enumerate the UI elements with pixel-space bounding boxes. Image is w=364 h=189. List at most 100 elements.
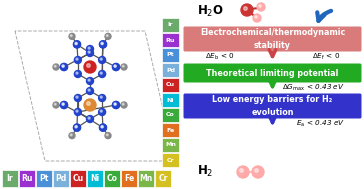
Text: H$_2$: H$_2$: [197, 163, 213, 179]
Circle shape: [74, 57, 82, 64]
Text: Cu: Cu: [72, 174, 84, 183]
Circle shape: [87, 64, 90, 67]
Circle shape: [100, 72, 102, 74]
FancyBboxPatch shape: [138, 170, 154, 187]
Circle shape: [257, 3, 265, 11]
Circle shape: [114, 65, 116, 67]
FancyBboxPatch shape: [183, 26, 361, 51]
Circle shape: [99, 41, 107, 48]
Circle shape: [76, 58, 78, 60]
Circle shape: [112, 64, 119, 70]
Circle shape: [105, 33, 111, 39]
Text: Fe: Fe: [166, 128, 175, 132]
Circle shape: [70, 134, 72, 136]
Text: Ru: Ru: [21, 174, 33, 183]
FancyBboxPatch shape: [162, 48, 179, 62]
Circle shape: [101, 43, 103, 45]
Circle shape: [53, 102, 59, 108]
Circle shape: [101, 43, 103, 45]
Text: Ir: Ir: [7, 174, 13, 183]
Circle shape: [114, 65, 116, 67]
Circle shape: [122, 103, 124, 105]
Circle shape: [62, 103, 64, 105]
FancyBboxPatch shape: [162, 78, 179, 92]
FancyBboxPatch shape: [87, 170, 103, 187]
Text: Pd: Pd: [55, 174, 67, 183]
Circle shape: [99, 124, 107, 131]
FancyBboxPatch shape: [155, 170, 171, 187]
Circle shape: [74, 124, 80, 131]
Circle shape: [53, 64, 59, 70]
Circle shape: [100, 110, 102, 112]
Circle shape: [100, 58, 102, 60]
Circle shape: [76, 110, 78, 112]
FancyBboxPatch shape: [162, 63, 179, 77]
Circle shape: [99, 94, 106, 101]
Circle shape: [74, 41, 80, 48]
Circle shape: [112, 101, 119, 108]
Circle shape: [253, 14, 261, 22]
Text: $\Delta G_{\rm max}$ < 0.43 eV: $\Delta G_{\rm max}$ < 0.43 eV: [282, 83, 345, 93]
Text: $\Delta E_{\rm f}$ < 0: $\Delta E_{\rm f}$ < 0: [312, 52, 340, 62]
Circle shape: [74, 108, 82, 115]
Circle shape: [112, 64, 119, 70]
FancyBboxPatch shape: [36, 170, 52, 187]
Text: $\Delta E_{\rm b}$ < 0: $\Delta E_{\rm b}$ < 0: [205, 52, 235, 62]
Circle shape: [60, 101, 67, 108]
FancyBboxPatch shape: [70, 170, 86, 187]
Text: Pt: Pt: [167, 53, 174, 57]
Circle shape: [240, 169, 243, 172]
Circle shape: [75, 126, 77, 128]
Circle shape: [84, 99, 96, 111]
Circle shape: [60, 64, 67, 70]
FancyBboxPatch shape: [183, 64, 361, 83]
Circle shape: [54, 65, 56, 67]
FancyBboxPatch shape: [53, 170, 69, 187]
FancyBboxPatch shape: [2, 170, 18, 187]
FancyArrowPatch shape: [269, 80, 276, 86]
Circle shape: [106, 134, 108, 136]
Circle shape: [255, 169, 258, 172]
FancyBboxPatch shape: [162, 153, 179, 167]
Circle shape: [121, 64, 127, 70]
Circle shape: [62, 103, 64, 105]
Circle shape: [87, 77, 94, 84]
Circle shape: [114, 103, 116, 105]
FancyBboxPatch shape: [162, 138, 179, 152]
Circle shape: [88, 117, 90, 119]
Circle shape: [87, 46, 94, 53]
FancyBboxPatch shape: [162, 123, 179, 137]
Circle shape: [75, 126, 77, 128]
Text: H$_2$O: H$_2$O: [197, 3, 224, 19]
Circle shape: [70, 35, 72, 36]
Circle shape: [244, 7, 247, 10]
Circle shape: [101, 126, 103, 128]
Circle shape: [87, 102, 90, 105]
Circle shape: [87, 88, 94, 94]
Text: Pt: Pt: [39, 174, 49, 183]
FancyBboxPatch shape: [121, 170, 137, 187]
Circle shape: [121, 102, 127, 108]
Circle shape: [241, 4, 253, 16]
FancyBboxPatch shape: [162, 33, 179, 47]
Circle shape: [105, 133, 111, 139]
FancyBboxPatch shape: [162, 108, 179, 122]
Circle shape: [60, 64, 67, 70]
Circle shape: [84, 61, 96, 73]
Text: Cr: Cr: [167, 157, 174, 163]
Text: Ni: Ni: [90, 174, 100, 183]
Circle shape: [69, 33, 75, 39]
FancyBboxPatch shape: [19, 170, 35, 187]
Text: Mn: Mn: [165, 143, 176, 147]
Circle shape: [74, 70, 82, 77]
Circle shape: [106, 35, 108, 36]
Text: Fe: Fe: [124, 174, 134, 183]
FancyBboxPatch shape: [162, 18, 179, 32]
Circle shape: [114, 103, 116, 105]
FancyBboxPatch shape: [162, 93, 179, 107]
Circle shape: [87, 115, 94, 122]
Circle shape: [88, 47, 90, 49]
Circle shape: [74, 41, 80, 48]
Circle shape: [122, 65, 124, 67]
Text: $E_{\rm a}$ < 0.43 eV: $E_{\rm a}$ < 0.43 eV: [296, 119, 345, 129]
